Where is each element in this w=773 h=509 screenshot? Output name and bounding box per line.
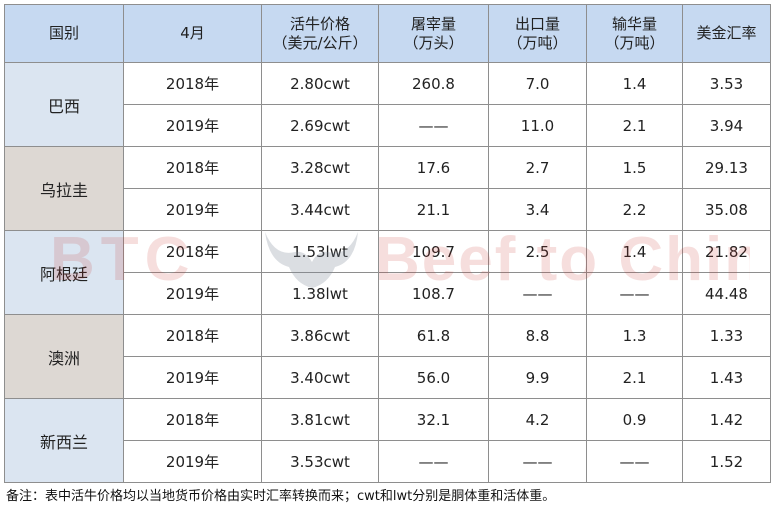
rate-cell: 29.13 xyxy=(682,146,771,189)
table-row: 2019年 3.53cwt —— —— —— 1.52 xyxy=(5,440,771,483)
year-cell: 2018年 xyxy=(123,62,262,105)
table-body: 巴西 2018年 2.80cwt 260.8 7.0 1.4 3.53 2019年 2.69cw… xyxy=(4,62,771,483)
table-header: 国别 4月 活牛价格 （美元/公斤） 屠宰量 （万头） 出口量 （万吨） 输华量 （万吨） 美金汇率 xyxy=(4,4,771,63)
column-header-line: 活牛价格 xyxy=(289,14,350,33)
rate-cell: 3.53 xyxy=(682,62,771,105)
table-row: 乌拉圭 2018年 3.28cwt 17.6 2.7 1.5 29.13 xyxy=(4,146,771,231)
table-row: 阿根廷 2018年 1.53lwt 109.7 2.5 1.4 21.82 xyxy=(4,230,771,315)
rate-cell: 3.94 xyxy=(682,104,771,147)
export-cell: 8.8 xyxy=(488,314,587,357)
year-cell: 2019年 xyxy=(123,356,262,399)
slaughter-cell: 108.7 xyxy=(378,272,489,315)
price-cell: 3.86cwt xyxy=(261,314,379,357)
table-row: 2019年 3.40cwt 56.0 9.9 2.1 1.43 xyxy=(5,356,771,399)
to-china-cell: 0.9 xyxy=(586,398,683,441)
column-header: 出口量 （万吨） xyxy=(488,4,587,63)
rate-cell: 1.33 xyxy=(682,314,771,357)
price-cell: 1.53lwt xyxy=(261,230,379,273)
slaughter-cell: —— xyxy=(378,440,489,483)
price-cell: 3.53cwt xyxy=(261,440,379,483)
rate-cell: 1.42 xyxy=(682,398,771,441)
column-header-line: 4月 xyxy=(180,24,205,42)
table-row: 2019年 3.44cwt 21.1 3.4 2.2 35.08 xyxy=(5,188,771,231)
slaughter-cell: 56.0 xyxy=(378,356,489,399)
slaughter-cell: 32.1 xyxy=(378,398,489,441)
rate-cell: 1.43 xyxy=(682,356,771,399)
column-header: 输华量 （万吨） xyxy=(586,4,683,63)
export-cell: 11.0 xyxy=(488,104,587,147)
year-cell: 2019年 xyxy=(123,440,262,483)
to-china-cell: 1.4 xyxy=(586,230,683,273)
year-cell: 2018年 xyxy=(123,314,262,357)
column-header-line: 输华量 xyxy=(611,14,657,33)
table-row: 2019年 1.38lwt 108.7 —— —— 44.48 xyxy=(5,272,771,315)
to-china-cell: 2.1 xyxy=(586,104,683,147)
price-cell: 3.40cwt xyxy=(261,356,379,399)
slaughter-cell: 17.6 xyxy=(378,146,489,189)
year-cell: 2018年 xyxy=(123,398,262,441)
column-header: 国别 xyxy=(4,4,124,63)
slaughter-cell: 109.7 xyxy=(378,230,489,273)
column-header-line: （万吨） xyxy=(507,33,568,52)
year-cell: 2019年 xyxy=(123,272,262,315)
country-cell: 澳洲 xyxy=(4,314,124,399)
export-cell: —— xyxy=(488,272,587,315)
to-china-cell: 2.2 xyxy=(586,188,683,231)
data-table-container: 国别 4月 活牛价格 （美元/公斤） 屠宰量 （万头） 出口量 （万吨） 输华量 （万吨） 美金汇率… xyxy=(4,4,771,483)
to-china-cell: 1.4 xyxy=(586,62,683,105)
price-cell: 3.44cwt xyxy=(261,188,379,231)
header-row: 国别 4月 活牛价格 （美元/公斤） 屠宰量 （万头） 出口量 （万吨） 输华量 （万吨） 美金汇率 xyxy=(4,4,771,63)
export-cell: 2.7 xyxy=(488,146,587,189)
table-row: 新西兰 2018年 3.81cwt 32.1 4.2 0.9 1.42 xyxy=(4,398,771,483)
export-cell: 3.4 xyxy=(488,188,587,231)
country-cell: 乌拉圭 xyxy=(4,146,124,231)
column-header-line: （万吨） xyxy=(604,33,665,52)
rate-cell: 35.08 xyxy=(682,188,771,231)
column-header-line: 出口量 xyxy=(514,14,560,33)
export-cell: 2.5 xyxy=(488,230,587,273)
column-header-line: （万头） xyxy=(403,33,464,52)
export-cell: —— xyxy=(488,440,587,483)
cattle-market-table: 国别 4月 活牛价格 （美元/公斤） 屠宰量 （万头） 出口量 （万吨） 输华量 （万吨） 美金汇率… xyxy=(4,4,771,483)
price-cell: 1.38lwt xyxy=(261,272,379,315)
country-cell: 巴西 xyxy=(4,62,124,147)
to-china-cell: —— xyxy=(586,272,683,315)
table-row: 2019年 2.69cwt —— 11.0 2.1 3.94 xyxy=(5,104,771,147)
column-header: 4月 xyxy=(123,4,262,63)
slaughter-cell: —— xyxy=(378,104,489,147)
column-header-line: 国别 xyxy=(48,24,79,42)
column-header-line: 美金汇率 xyxy=(696,24,757,42)
slaughter-cell: 61.8 xyxy=(378,314,489,357)
column-header: 美金汇率 xyxy=(682,4,771,63)
to-china-cell: 1.3 xyxy=(586,314,683,357)
price-cell: 3.28cwt xyxy=(261,146,379,189)
to-china-cell: 2.1 xyxy=(586,356,683,399)
column-header: 活牛价格 （美元/公斤） xyxy=(261,4,379,63)
price-cell: 3.81cwt xyxy=(261,398,379,441)
slaughter-cell: 21.1 xyxy=(378,188,489,231)
year-cell: 2019年 xyxy=(123,188,262,231)
column-header: 屠宰量 （万头） xyxy=(378,4,489,63)
price-cell: 2.80cwt xyxy=(261,62,379,105)
table-row: 澳洲 2018年 3.86cwt 61.8 8.8 1.3 1.33 xyxy=(4,314,771,399)
footnote: 备注：表中活牛价格均以当地货币价格由实时汇率转换而来；cwt和lwt分别是胴体重… xyxy=(6,489,556,504)
rate-cell: 44.48 xyxy=(682,272,771,315)
table-row: 巴西 2018年 2.80cwt 260.8 7.0 1.4 3.53 xyxy=(4,62,771,147)
column-header-line: （美元/公斤） xyxy=(272,33,368,52)
export-cell: 7.0 xyxy=(488,62,587,105)
rate-cell: 1.52 xyxy=(682,440,771,483)
to-china-cell: 1.5 xyxy=(586,146,683,189)
to-china-cell: —— xyxy=(586,440,683,483)
year-cell: 2018年 xyxy=(123,230,262,273)
slaughter-cell: 260.8 xyxy=(378,62,489,105)
country-cell: 阿根廷 xyxy=(4,230,124,315)
column-header-line: 屠宰量 xyxy=(410,14,456,33)
country-cell: 新西兰 xyxy=(4,398,124,483)
price-cell: 2.69cwt xyxy=(261,104,379,147)
year-cell: 2018年 xyxy=(123,146,262,189)
export-cell: 9.9 xyxy=(488,356,587,399)
rate-cell: 21.82 xyxy=(682,230,771,273)
year-cell: 2019年 xyxy=(123,104,262,147)
export-cell: 4.2 xyxy=(488,398,587,441)
